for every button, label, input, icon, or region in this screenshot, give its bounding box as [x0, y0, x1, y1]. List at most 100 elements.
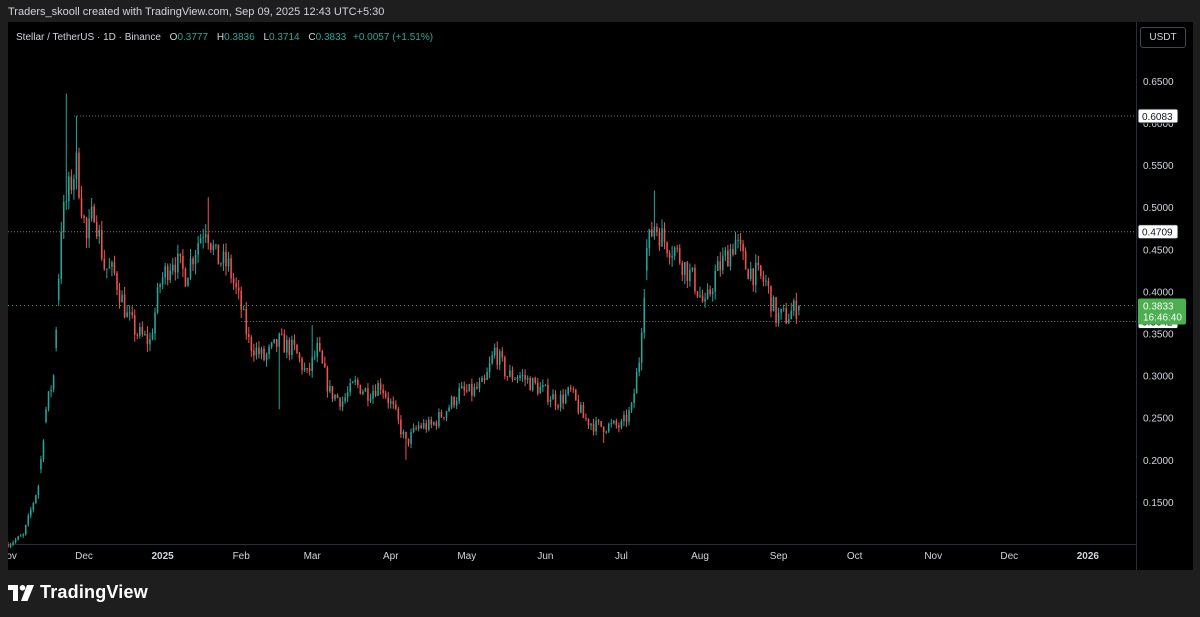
candle-body[interactable]: [412, 427, 415, 432]
candle-body[interactable]: [610, 422, 613, 424]
candle-body[interactable]: [106, 268, 108, 270]
candle-body[interactable]: [661, 228, 663, 247]
candle-body[interactable]: [324, 363, 326, 368]
candle-body[interactable]: [438, 412, 440, 427]
candle-body[interactable]: [506, 376, 509, 378]
candle-body[interactable]: [242, 308, 245, 310]
candle-body[interactable]: [331, 386, 334, 400]
candle-body[interactable]: [706, 289, 709, 299]
candle-body[interactable]: [640, 332, 643, 363]
candle-body[interactable]: [754, 262, 757, 286]
candle-body[interactable]: [265, 354, 268, 361]
candle-body[interactable]: [787, 319, 790, 324]
candle-body[interactable]: [478, 381, 481, 389]
candle-body[interactable]: [549, 399, 552, 402]
candle-body[interactable]: [263, 348, 265, 361]
candle-body[interactable]: [354, 380, 357, 383]
candle-body[interactable]: [166, 266, 169, 281]
candle-body[interactable]: [559, 394, 562, 408]
candle-body[interactable]: [339, 397, 341, 407]
candle-body[interactable]: [230, 258, 232, 279]
candle-body[interactable]: [602, 426, 605, 433]
chart-area[interactable]: 0.70000.65000.60000.55000.50000.45000.40…: [8, 22, 1193, 570]
candle-body[interactable]: [564, 393, 567, 404]
candle-body[interactable]: [473, 386, 476, 396]
candle-body[interactable]: [466, 390, 468, 392]
candle-body[interactable]: [379, 383, 382, 390]
candle-body[interactable]: [673, 247, 676, 256]
candle-body[interactable]: [658, 232, 661, 247]
candle-body[interactable]: [250, 337, 253, 351]
candle-body[interactable]: [590, 423, 592, 426]
candle-body[interactable]: [666, 242, 668, 254]
candle-body[interactable]: [341, 401, 344, 407]
candle-body[interactable]: [765, 280, 767, 282]
candlestick-chart[interactable]: 0.70000.65000.60000.55000.50000.45000.40…: [8, 22, 1193, 570]
candle-body[interactable]: [187, 278, 189, 287]
candle-body[interactable]: [210, 243, 212, 251]
candle-body[interactable]: [699, 295, 701, 297]
candle-body[interactable]: [638, 362, 640, 373]
candle-body[interactable]: [303, 368, 306, 371]
candle-body[interactable]: [770, 285, 772, 312]
candle-body[interactable]: [635, 372, 638, 394]
candle-body[interactable]: [514, 378, 516, 380]
candle-body[interactable]: [369, 398, 372, 401]
candle-body[interactable]: [139, 327, 141, 336]
candle-body[interactable]: [397, 408, 400, 420]
candle-body[interactable]: [144, 333, 146, 335]
candle-body[interactable]: [402, 431, 405, 435]
candle-body[interactable]: [227, 258, 230, 267]
candle-body[interactable]: [316, 343, 319, 357]
candle-body[interactable]: [83, 215, 85, 219]
candle-body[interactable]: [539, 386, 542, 394]
candle-body[interactable]: [777, 312, 780, 324]
candle-body[interactable]: [80, 197, 83, 216]
candle-body[interactable]: [116, 272, 118, 290]
candle-body[interactable]: [57, 278, 60, 301]
candle-body[interactable]: [293, 339, 296, 345]
candle-body[interactable]: [435, 422, 438, 427]
candle-body[interactable]: [729, 248, 732, 267]
candle-body[interactable]: [445, 411, 448, 418]
candle-body[interactable]: [336, 394, 339, 398]
candle-body[interactable]: [128, 312, 131, 314]
candle-body[interactable]: [268, 346, 270, 355]
candle-body[interactable]: [628, 410, 630, 422]
candle-body[interactable]: [273, 339, 275, 343]
candle-body[interactable]: [587, 418, 590, 426]
candle-body[interactable]: [600, 421, 602, 427]
candle-body[interactable]: [52, 375, 55, 390]
candle-body[interactable]: [133, 315, 136, 335]
candle-body[interactable]: [326, 367, 329, 392]
candle-body[interactable]: [387, 397, 390, 404]
candle-body[interactable]: [704, 298, 706, 302]
candle-body[interactable]: [95, 222, 98, 237]
candle-body[interactable]: [359, 384, 362, 394]
candle-body[interactable]: [793, 300, 795, 311]
candle-body[interactable]: [785, 308, 787, 324]
candle-body[interactable]: [225, 251, 227, 267]
candle-body[interactable]: [681, 262, 684, 275]
candle-body[interactable]: [136, 334, 139, 336]
candle-body[interactable]: [329, 386, 331, 392]
candle-body[interactable]: [592, 423, 595, 432]
candle-body[interactable]: [613, 420, 615, 423]
candle-body[interactable]: [694, 267, 696, 292]
candle-body[interactable]: [60, 231, 63, 279]
candle-body[interactable]: [425, 423, 428, 430]
candle-body[interactable]: [453, 397, 455, 406]
candle-body[interactable]: [542, 385, 544, 387]
candle-body[interactable]: [113, 262, 116, 273]
candle-body[interactable]: [684, 262, 686, 275]
candle-body[interactable]: [280, 333, 283, 335]
candle-body[interactable]: [651, 229, 653, 237]
candle-body[interactable]: [103, 258, 106, 270]
candle-body[interactable]: [491, 355, 493, 364]
candle-body[interactable]: [197, 243, 199, 255]
candle-body[interactable]: [620, 420, 623, 428]
candle-body[interactable]: [88, 218, 90, 239]
candle-body[interactable]: [552, 394, 554, 400]
candle-body[interactable]: [405, 431, 407, 439]
candle-body[interactable]: [615, 420, 618, 426]
